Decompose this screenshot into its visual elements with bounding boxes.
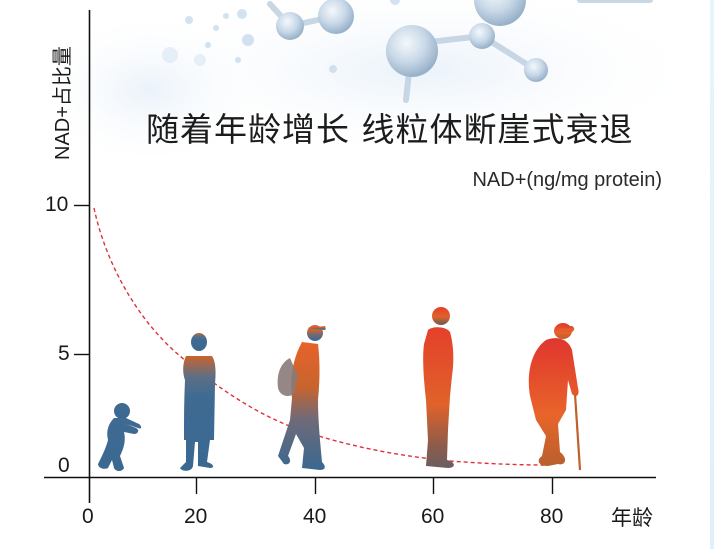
x-tick-label-0: 0 [82, 505, 94, 528]
x-tick-label-20: 20 [184, 505, 208, 528]
y-tick-label-5: 5 [58, 342, 70, 365]
right-edge-strip [710, 0, 714, 549]
youth-silhouette [180, 333, 216, 471]
chart-unit-label: NAD+(ng/mg protein) [472, 169, 662, 191]
y-tick-label-10: 10 [45, 193, 69, 216]
x-tick-label-80: 80 [540, 505, 564, 528]
senior-silhouette [423, 307, 454, 468]
x-tick-label-60: 60 [421, 505, 445, 528]
x-tick-label-40: 40 [303, 505, 327, 528]
adult-backpack-silhouette [277, 325, 326, 470]
y-tick-label-0: 0 [58, 454, 70, 477]
elderly-cane-silhouette [528, 323, 582, 471]
toddler-silhouette [98, 403, 142, 471]
chart-title: 随着年龄增长 线粒体断崖式衰退 [146, 110, 634, 149]
x-axis-label: 年龄 [611, 506, 653, 530]
